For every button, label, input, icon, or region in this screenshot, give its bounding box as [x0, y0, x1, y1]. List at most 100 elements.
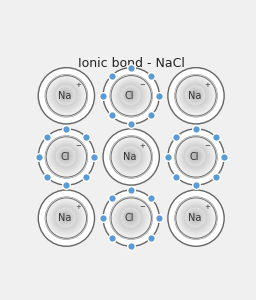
Circle shape [58, 148, 74, 164]
Text: −: − [75, 143, 81, 149]
Circle shape [185, 85, 206, 106]
Circle shape [179, 140, 212, 173]
Circle shape [120, 146, 141, 167]
Circle shape [193, 93, 197, 97]
Circle shape [118, 205, 144, 231]
Circle shape [56, 146, 76, 167]
Circle shape [58, 88, 73, 103]
Circle shape [127, 92, 133, 98]
Circle shape [191, 214, 199, 221]
Circle shape [191, 152, 199, 160]
Circle shape [57, 208, 75, 226]
Circle shape [183, 143, 209, 170]
Circle shape [115, 80, 147, 111]
Circle shape [49, 79, 83, 112]
Circle shape [187, 87, 203, 103]
Text: Cl: Cl [60, 152, 70, 162]
Circle shape [111, 76, 151, 116]
Circle shape [116, 142, 146, 172]
Circle shape [114, 78, 148, 113]
Circle shape [124, 89, 136, 101]
Circle shape [60, 212, 71, 223]
Circle shape [52, 82, 80, 109]
Circle shape [53, 205, 79, 230]
Circle shape [56, 85, 75, 105]
Circle shape [60, 89, 71, 100]
Circle shape [180, 202, 211, 233]
Circle shape [59, 150, 72, 162]
Circle shape [184, 145, 207, 167]
Circle shape [190, 151, 201, 162]
Circle shape [112, 76, 150, 115]
Text: Cl: Cl [125, 91, 134, 101]
Circle shape [49, 78, 84, 113]
Circle shape [49, 78, 83, 113]
Circle shape [50, 202, 82, 234]
Circle shape [55, 145, 77, 167]
Circle shape [189, 89, 201, 101]
Circle shape [50, 80, 82, 111]
Circle shape [47, 138, 86, 176]
Text: −: − [140, 82, 146, 88]
Circle shape [115, 141, 147, 172]
Circle shape [178, 77, 214, 114]
Circle shape [103, 190, 159, 246]
Circle shape [121, 85, 141, 105]
Circle shape [46, 198, 87, 238]
Circle shape [168, 68, 224, 124]
Circle shape [61, 91, 69, 99]
Circle shape [176, 198, 216, 238]
Circle shape [126, 90, 135, 99]
Circle shape [176, 137, 216, 177]
Circle shape [188, 88, 202, 102]
Circle shape [185, 207, 206, 228]
Circle shape [119, 145, 142, 168]
Circle shape [116, 203, 146, 233]
Circle shape [121, 208, 140, 227]
Circle shape [129, 216, 131, 218]
Circle shape [168, 129, 224, 185]
Circle shape [184, 206, 207, 229]
Circle shape [60, 151, 71, 162]
Circle shape [50, 80, 82, 112]
Circle shape [52, 142, 80, 171]
Circle shape [128, 93, 132, 97]
Circle shape [48, 139, 84, 175]
Circle shape [183, 144, 208, 169]
Circle shape [62, 214, 69, 221]
Circle shape [115, 141, 147, 173]
Circle shape [121, 146, 141, 167]
Circle shape [190, 90, 200, 99]
Circle shape [187, 209, 203, 226]
Circle shape [186, 208, 205, 227]
Circle shape [124, 88, 137, 101]
Circle shape [189, 211, 202, 224]
Circle shape [55, 207, 76, 228]
Circle shape [61, 90, 70, 99]
Circle shape [124, 211, 136, 223]
Circle shape [123, 210, 138, 225]
Circle shape [57, 209, 74, 226]
Circle shape [179, 201, 212, 235]
Circle shape [127, 214, 134, 221]
Circle shape [176, 137, 216, 177]
Circle shape [191, 213, 199, 221]
Circle shape [129, 155, 131, 157]
Circle shape [117, 82, 144, 109]
Circle shape [46, 137, 87, 177]
Circle shape [127, 152, 134, 160]
Circle shape [126, 91, 134, 99]
Circle shape [127, 214, 133, 220]
Circle shape [57, 86, 74, 104]
Text: +: + [75, 205, 81, 211]
Circle shape [129, 215, 132, 218]
Circle shape [190, 212, 200, 222]
Circle shape [193, 153, 197, 158]
Circle shape [117, 204, 145, 232]
Circle shape [180, 141, 211, 172]
Circle shape [126, 213, 134, 221]
Circle shape [38, 129, 94, 185]
Circle shape [182, 82, 209, 109]
Circle shape [121, 208, 140, 226]
Text: Na: Na [188, 213, 201, 223]
